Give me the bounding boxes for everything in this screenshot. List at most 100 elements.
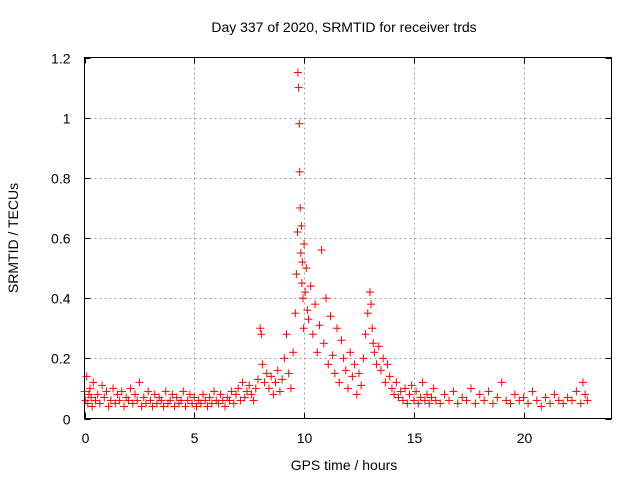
y-axis-label: SRMTID / TECUs	[5, 183, 21, 293]
data-point	[416, 393, 425, 402]
data-point	[546, 399, 555, 408]
data-point	[95, 399, 104, 408]
data-point	[106, 396, 115, 405]
data-point	[394, 393, 403, 402]
plot-frame	[84, 57, 612, 419]
data-point	[196, 399, 205, 408]
y-tick-label: 0.6	[51, 231, 71, 247]
data-point	[205, 393, 214, 402]
data-point	[519, 393, 528, 402]
data-point	[462, 396, 471, 405]
data-point	[286, 384, 295, 393]
data-point	[392, 378, 401, 387]
data-point	[431, 396, 440, 405]
data-point	[148, 402, 157, 411]
data-point	[337, 336, 346, 345]
data-point	[299, 324, 308, 333]
data-point	[576, 399, 585, 408]
data-point	[157, 396, 166, 405]
data-point	[229, 399, 238, 408]
data-point	[185, 390, 194, 399]
data-point	[88, 402, 97, 411]
data-point	[458, 393, 467, 402]
data-point	[113, 390, 122, 399]
data-point	[308, 330, 317, 339]
data-point	[210, 387, 219, 396]
data-point	[532, 396, 541, 405]
data-point	[578, 378, 587, 387]
data-point	[427, 393, 436, 402]
data-point	[563, 393, 572, 402]
data-point	[333, 324, 342, 333]
data-point	[273, 366, 282, 375]
data-point	[104, 402, 113, 411]
data-point	[89, 378, 98, 387]
data-point	[298, 258, 307, 267]
data-point	[262, 369, 271, 378]
data-point	[100, 393, 109, 402]
data-point	[293, 227, 302, 236]
data-point	[383, 360, 392, 369]
data-point	[572, 387, 581, 396]
data-point	[436, 399, 445, 408]
data-point	[280, 354, 289, 363]
data-point	[256, 324, 265, 333]
data-point	[242, 387, 251, 396]
data-point	[471, 399, 480, 408]
data-point	[269, 390, 278, 399]
data-point	[304, 315, 313, 324]
data-point	[146, 396, 155, 405]
data-point	[275, 387, 284, 396]
data-point	[131, 390, 140, 399]
data-point	[376, 366, 385, 375]
data-point	[232, 390, 241, 399]
data-point	[128, 399, 137, 408]
data-point	[91, 396, 100, 405]
data-point	[306, 282, 315, 291]
data-point	[379, 354, 388, 363]
data-point	[315, 321, 324, 330]
data-point	[227, 387, 236, 396]
data-point	[357, 381, 366, 390]
data-point	[581, 390, 590, 399]
data-point	[550, 390, 559, 399]
data-point	[240, 393, 249, 402]
data-point	[102, 387, 111, 396]
data-point	[370, 348, 379, 357]
data-point	[291, 309, 300, 318]
data-point	[111, 399, 120, 408]
data-point	[188, 399, 197, 408]
data-point	[374, 342, 383, 351]
data-point	[190, 393, 199, 402]
data-point	[271, 378, 280, 387]
data-point	[403, 399, 412, 408]
data-point	[367, 300, 376, 309]
data-point	[192, 402, 201, 411]
y-tick-label: 0.4	[51, 291, 71, 307]
data-point	[133, 396, 142, 405]
data-point	[344, 384, 352, 393]
data-point	[292, 270, 301, 279]
data-point	[302, 264, 311, 273]
data-point	[420, 396, 429, 405]
data-point	[475, 390, 484, 399]
data-point	[296, 203, 305, 212]
data-point	[484, 387, 493, 396]
x-tick-label: 5	[191, 430, 199, 446]
data-point	[139, 393, 148, 402]
data-point	[141, 399, 150, 408]
data-point	[414, 399, 423, 408]
chart-title: Day 337 of 2020, SRMTID for receiver trd…	[211, 19, 476, 35]
data-point	[554, 396, 563, 405]
data-point	[423, 390, 432, 399]
data-point	[294, 83, 303, 92]
data-point	[313, 348, 322, 357]
data-point	[515, 396, 524, 405]
data-point	[488, 399, 497, 408]
data-point	[168, 390, 177, 399]
data-point	[387, 384, 396, 393]
data-point	[361, 330, 370, 339]
data-point	[238, 378, 247, 387]
data-point	[296, 249, 305, 258]
